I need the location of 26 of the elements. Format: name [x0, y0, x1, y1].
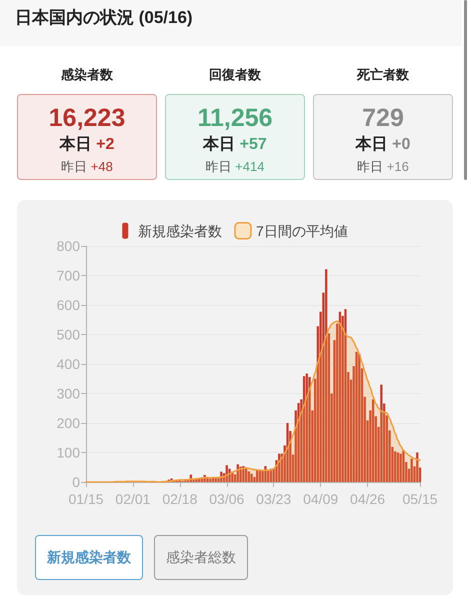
x-tick-label: 03/23: [256, 491, 292, 507]
y-tick-label: 500: [56, 326, 80, 342]
y-tick-label: 600: [56, 297, 80, 313]
stat-card: 11,256 本日 +57 昨日 +414: [165, 94, 305, 180]
category-label: 回復者数: [208, 66, 262, 84]
y-tick-label: 400: [56, 356, 80, 372]
y-tick-label: 100: [56, 444, 80, 460]
y-tick-label: 0: [72, 474, 80, 490]
category-label: 感染者数: [60, 66, 114, 84]
text: 日本国内の状況 (05/16): [15, 7, 193, 29]
x-tick-label: 02/18: [162, 491, 198, 507]
x-tick-label: 01/15: [68, 491, 104, 507]
category-label: 死亡者数: [356, 66, 410, 84]
x-tick-label: 05/15: [402, 491, 438, 507]
x-tick-label: 02/01: [115, 491, 151, 507]
y-tick-label: 800: [56, 238, 80, 254]
legend-label: 新規感染者数: [138, 222, 222, 239]
x-tick-label: 04/26: [350, 491, 386, 507]
x-tick-label: 04/09: [303, 491, 338, 507]
y-tick-label: 200: [56, 415, 80, 431]
stat-card: 16,223 本日 +2 昨日 +48: [17, 94, 157, 180]
stat-card: 729 本日 +0 昨日 +16: [313, 94, 453, 180]
y-tick-label: 700: [56, 268, 80, 284]
y-tick-label: 300: [56, 386, 80, 402]
x-tick-label: 03/06: [209, 491, 244, 507]
legend-label: 7日間の平均値: [256, 222, 348, 239]
